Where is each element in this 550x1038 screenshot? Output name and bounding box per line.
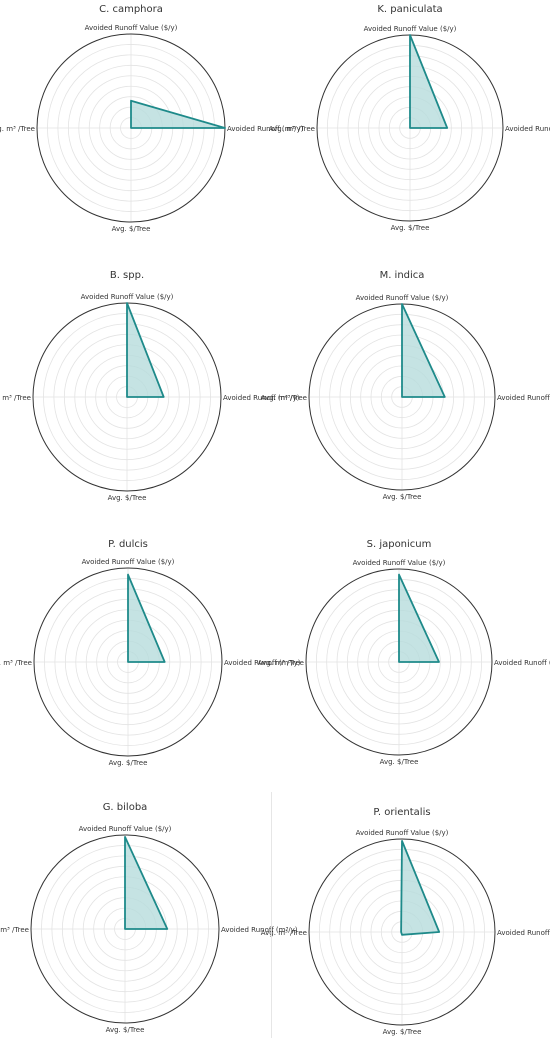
axis-label: Avg. $/Tree	[383, 493, 422, 501]
series-area	[398, 573, 440, 663]
panel-divider	[271, 792, 272, 1038]
axis-label: Avoided Runoff Value ($/y)	[81, 293, 174, 301]
axis-label: Avg. m³ /Tree	[0, 926, 29, 934]
radar-panel: Avoided Runoff (m³/y) Avoided Runoff Valu…	[261, 270, 550, 501]
axis-label: Avg. m³ /Tree	[261, 929, 307, 937]
axis-label: Avg. $/Tree	[383, 1028, 422, 1036]
series-area	[400, 840, 441, 936]
axis-label: Avg. $/Tree	[109, 759, 148, 767]
radar-panel: Avoided Runoff (m³/y) Avoided Runoff Valu…	[0, 270, 300, 502]
axis-label: Avg. $/Tree	[108, 494, 147, 502]
axis-label: Avoided Runoff Value ($/y)	[85, 24, 178, 32]
radar-panel: Avoided Runoff (m³/y) Avoided Runoff Valu…	[0, 802, 298, 1034]
series-area	[127, 573, 166, 663]
panel-title: M. indica	[380, 270, 425, 281]
panel-title: G. biloba	[103, 802, 148, 813]
axis-label: Avg. m³ /Tree	[258, 659, 304, 667]
axis-label: Avoided Runoff Value ($/y)	[364, 25, 457, 33]
axis-label: Avoided Runoff (m³/y)	[494, 659, 550, 667]
axis-label: Avoided Runoff Value ($/y)	[356, 829, 449, 837]
axis-label: Avoided Runoff (m³/y)	[497, 929, 550, 937]
axis-label: Avoided Runoff (m³/y)	[221, 926, 298, 934]
polar-frame	[33, 567, 223, 757]
axis-label: Avg. $/Tree	[391, 224, 430, 232]
polar-frame	[305, 568, 493, 756]
axis-label: Avoided Runoff (m³/y)	[505, 125, 550, 133]
axis-label: Avg. m³ /Tree	[0, 659, 32, 667]
series-area	[409, 34, 449, 129]
panel-title: P. orientalis	[373, 807, 430, 818]
radar-panel: Avoided Runoff (m³/y) Avoided Runoff Valu…	[0, 539, 301, 767]
polar-frame	[30, 834, 220, 1024]
panel-title: K. paniculata	[377, 4, 442, 15]
axis-label: Avg. m³ /Tree	[0, 125, 35, 133]
axis-label: Avoided Runoff Value ($/y)	[79, 825, 172, 833]
series-area	[130, 99, 226, 129]
axis-label: Avg. $/Tree	[380, 758, 419, 766]
axis-label: Avoided Runoff Value ($/y)	[356, 294, 449, 302]
axis-label: Avg. $/Tree	[112, 225, 151, 233]
polar-frame	[308, 838, 496, 1026]
axis-label: Avoided Runoff (m³/y)	[224, 659, 301, 667]
axis-label: Avoided Runoff (m³/y)	[223, 394, 300, 402]
panel-title: C. camphora	[99, 4, 163, 15]
series-area	[124, 836, 169, 930]
axis-label: Avoided Runoff (m³/y)	[497, 394, 550, 402]
radar-panel: Avoided Runoff (m³/y) Avoided Runoff Valu…	[261, 807, 550, 1036]
axis-label: Avg. $/Tree	[106, 1026, 145, 1034]
series-area	[401, 303, 446, 398]
radar-panel: Avoided Runoff (m³/y) Avoided Runoff Valu…	[269, 4, 550, 232]
radar-panel: Avoided Runoff (m³/y) Avoided Runoff Valu…	[258, 539, 550, 766]
panel-title: S. japonicum	[367, 539, 432, 550]
axis-label: Avg. m³ /Tree	[269, 125, 315, 133]
panel-title: P. dulcis	[108, 539, 148, 550]
panel-title: B. spp.	[110, 270, 144, 281]
axis-label: Avoided Runoff Value ($/y)	[353, 559, 446, 567]
axis-label: Avoided Runoff (m³/y)	[227, 125, 304, 133]
series-area	[126, 302, 165, 398]
axis-label: Avoided Runoff Value ($/y)	[82, 558, 175, 566]
axis-label: Avg. m³ /Tree	[0, 394, 31, 402]
axis-label: Avg. m³ /Tree	[261, 394, 307, 402]
radar-panel: Avoided Runoff (m³/y) Avoided Runoff Valu…	[0, 4, 304, 233]
